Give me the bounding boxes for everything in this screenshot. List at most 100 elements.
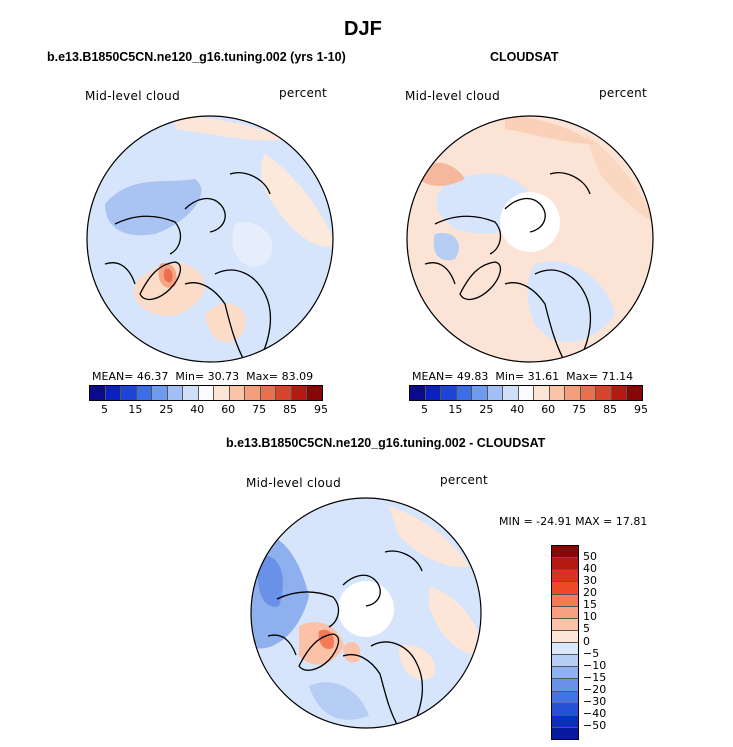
colorbar-swatch [596,386,612,400]
colorbar-tick-label: −40 [583,706,607,720]
colorbar-swatch [441,386,457,400]
colorbar-swatch [307,386,322,400]
diff-panel-variable-label: Mid-level cloud [246,476,341,490]
colorbar-swatch [552,643,578,656]
colorbar-tick-label: −10 [583,658,607,672]
colorbar-tick-label: 75 [572,403,587,416]
left-panel-variable-label: Mid-level cloud [85,89,180,103]
colorbar-swatch [552,582,578,595]
colorbar-swatch [90,386,106,400]
colorbar-swatch [534,386,550,400]
colorbar-swatch [487,386,504,400]
colorbar-tick-label: 60 [221,403,236,416]
left-panel-units-label: percent [279,86,328,100]
colorbar-swatch [552,558,578,571]
colorbar-swatch [627,386,642,400]
colorbar-swatch [229,386,246,400]
right-coastlines [424,172,592,362]
left-colorbar [89,385,323,401]
colorbar-tick-label: 40 [190,403,205,416]
colorbar-tick-label: 5 [100,403,108,416]
colorbar-tick-label: 60 [541,403,556,416]
left-polar-map [86,115,334,363]
colorbar-swatch [183,386,199,400]
colorbar-swatch [121,386,137,400]
colorbar-swatch [152,386,168,400]
colorbar-swatch [552,667,578,680]
colorbar-tick-label: 85 [283,403,298,416]
colorbar-swatch [552,594,578,607]
diff-colorbar-ticks: 50 40 30 20 15 10 5 0 −5 −10 −15 −20 −30 −40 −50 [583,545,623,738]
colorbar-swatch [472,386,488,400]
left-panel-stats: MEAN= 46.37 Min= 30.73 Max= 83.09 [92,370,314,383]
colorbar-swatch [552,691,578,704]
colorbar-tick-label: −5 [583,646,600,660]
right-colorbar [409,385,643,401]
colorbar-tick-label: −20 [583,682,607,696]
colorbar-swatch [552,630,578,643]
colorbar-swatch [214,386,230,400]
colorbar-tick-label: 25 [479,403,494,416]
colorbar-tick-label: 40 [510,403,525,416]
colorbar-tick-label: 15 [448,403,463,416]
colorbar-swatch [552,618,578,631]
left-panel-subtitle: b.e13.B1850C5CN.ne120_g16.tuning.002 (yr… [47,50,346,64]
colorbar-swatch [552,715,578,728]
colorbar-swatch [552,679,578,692]
colorbar-tick-label: 0 [583,634,590,648]
colorbar-tick-label: 15 [128,403,143,416]
colorbar-tick-label: 95 [634,403,648,416]
colorbar-swatch [552,655,578,668]
colorbar-swatch [167,386,184,400]
colorbar-swatch [580,386,597,400]
colorbar-tick-label: −15 [583,670,607,684]
colorbar-swatch [410,386,426,400]
colorbar-tick-label: −50 [583,718,607,732]
colorbar-swatch [245,386,261,400]
left-coastlines [104,172,272,362]
colorbar-tick-label: 85 [603,403,618,416]
colorbar-swatch [552,703,578,716]
right-polar-map [406,115,654,363]
colorbar-tick-label: 75 [252,403,267,416]
diff-panel-units-label: percent [440,473,489,487]
right-panel-variable-label: Mid-level cloud [405,89,500,103]
diff-colorbar [551,545,579,740]
colorbar-tick-label: 15 [583,598,597,612]
diff-coastlines [267,550,424,728]
colorbar-tick-label: 30 [583,574,597,588]
colorbar-tick-label: −30 [583,694,607,708]
colorbar-swatch [552,606,578,619]
colorbar-swatch [611,386,628,400]
colorbar-swatch [552,727,578,739]
colorbar-tick-label: 50 [583,550,597,564]
colorbar-swatch [549,386,566,400]
plot-title: DJF [344,18,382,40]
colorbar-tick-label: 10 [583,610,597,624]
colorbar-swatch [552,546,578,559]
colorbar-swatch [276,386,292,400]
colorbar-swatch [565,386,581,400]
diff-polar-map [250,497,482,729]
colorbar-tick-label: 40 [583,562,597,576]
colorbar-tick-label: 5 [583,622,590,636]
right-colorbar-ticks: 5 15 25 40 60 75 85 95 [409,403,648,417]
colorbar-tick-label: 95 [314,403,328,416]
colorbar-swatch [552,570,578,583]
colorbar-swatch [425,386,442,400]
right-panel-stats: MEAN= 49.83 Min= 31.61 Max= 71.14 [412,370,634,383]
diff-panel-subtitle: b.e13.B1850C5CN.ne120_g16.tuning.002 - C… [226,436,546,450]
diff-panel-minmax: MIN = -24.91 MAX = 17.81 [499,515,648,528]
colorbar-swatch [291,386,308,400]
diff-map-fill [251,506,481,720]
colorbar-swatch [136,386,153,400]
colorbar-swatch [503,386,519,400]
colorbar-tick-label: 25 [159,403,174,416]
right-panel-subtitle: CLOUDSAT [490,50,559,64]
colorbar-tick-label: 20 [583,586,597,600]
colorbar-tick-label: 5 [420,403,428,416]
right-panel-units-label: percent [599,86,648,100]
colorbar-swatch [260,386,277,400]
colorbar-swatch [518,386,535,400]
colorbar-swatch [105,386,122,400]
